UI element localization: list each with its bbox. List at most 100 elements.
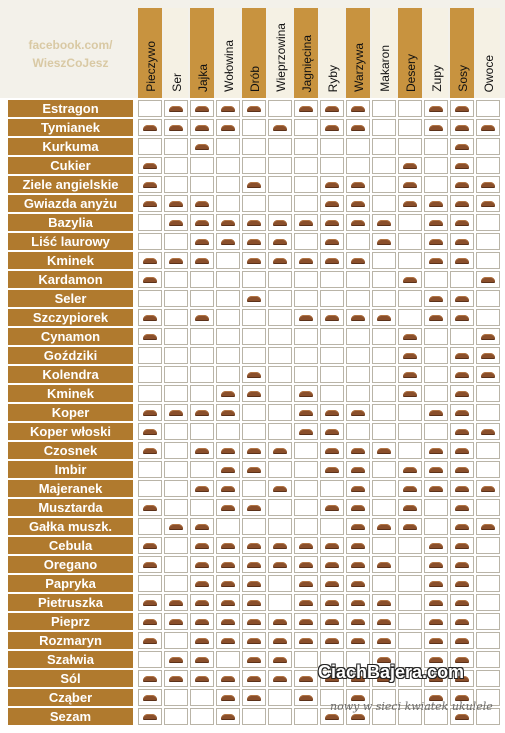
pairing-cell	[216, 157, 240, 174]
pairing-cell	[138, 385, 162, 402]
pairing-cell	[424, 195, 448, 212]
pairing-cell	[190, 385, 214, 402]
pairing-cell	[476, 651, 500, 668]
pairing-cell	[190, 309, 214, 326]
pairing-cell	[346, 461, 370, 478]
spice-pile-icon	[455, 238, 469, 245]
pairing-cell	[346, 271, 370, 288]
pairing-cell	[242, 575, 266, 592]
pairing-cell	[164, 499, 188, 516]
pairing-cell	[346, 233, 370, 250]
pairing-cell	[372, 499, 396, 516]
column-header: Jagnięcina	[297, 8, 316, 92]
spice-pile-icon	[455, 637, 469, 644]
spice-pile-icon	[195, 618, 209, 625]
pairing-cell	[450, 233, 474, 250]
spice-pile-icon	[455, 295, 469, 302]
pairing-cell	[476, 556, 500, 573]
spice-pile-icon	[221, 542, 235, 549]
spice-pile-icon	[221, 390, 235, 397]
spice-pile-icon	[351, 523, 365, 530]
spice-pile-icon	[377, 447, 391, 454]
spice-pile-icon	[403, 200, 417, 207]
pairing-cell	[294, 651, 318, 668]
pairing-cell	[424, 613, 448, 630]
pairing-cell	[346, 670, 370, 687]
column-header-bg	[164, 8, 188, 98]
spice-pile-icon	[273, 485, 287, 492]
spice-pile-icon	[455, 352, 469, 359]
pairing-cell	[346, 518, 370, 535]
spice-pile-icon	[247, 599, 261, 606]
pairing-cell	[398, 499, 422, 516]
spice-pile-icon	[325, 428, 339, 435]
pairing-cell	[398, 651, 422, 668]
pairing-cell	[294, 176, 318, 193]
spice-pile-icon	[455, 466, 469, 473]
spice-pile-icon	[247, 580, 261, 587]
spice-pile-icon	[403, 485, 417, 492]
spice-pile-icon	[143, 333, 157, 340]
pairing-cell	[346, 214, 370, 231]
pairing-cell	[476, 575, 500, 592]
pairing-cell	[294, 632, 318, 649]
pairing-cell	[164, 195, 188, 212]
spice-pile-icon	[273, 561, 287, 568]
pairing-cell	[216, 385, 240, 402]
pairing-cell	[294, 499, 318, 516]
pairing-cell	[320, 347, 344, 364]
pairing-cell	[450, 195, 474, 212]
pairing-cell	[398, 689, 422, 706]
pairing-cell	[216, 461, 240, 478]
spice-pile-icon	[429, 675, 443, 682]
pairing-cell	[294, 214, 318, 231]
pairing-cell	[476, 214, 500, 231]
pairing-cell	[190, 499, 214, 516]
spice-pile-icon	[299, 219, 313, 226]
row-label: Tymianek	[8, 119, 133, 136]
pairing-cell	[164, 233, 188, 250]
brand-line-1: facebook.com/	[28, 38, 113, 52]
column-header-bg	[476, 8, 500, 98]
spice-pile-icon	[247, 504, 261, 511]
pairing-cell	[294, 461, 318, 478]
column-header-bg	[294, 8, 318, 98]
pairing-cell	[268, 461, 292, 478]
pairing-cell	[268, 708, 292, 725]
pairing-cell	[164, 100, 188, 117]
pairing-cell	[398, 480, 422, 497]
row-label: Musztarda	[8, 499, 133, 516]
spice-pile-icon	[247, 561, 261, 568]
spice-pile-icon	[195, 219, 209, 226]
pairing-cell	[216, 252, 240, 269]
column-header: Desery	[401, 8, 420, 92]
watermark-site: CiachBajera.com	[318, 662, 465, 682]
spice-pile-icon	[403, 523, 417, 530]
pairing-cell	[268, 632, 292, 649]
pairing-cell	[346, 366, 370, 383]
pairing-cell	[424, 252, 448, 269]
pairing-cell	[268, 613, 292, 630]
spice-pile-icon	[429, 637, 443, 644]
spice-pile-icon	[169, 124, 183, 131]
spice-pile-icon	[169, 675, 183, 682]
spice-pile-icon	[221, 238, 235, 245]
pairing-cell	[424, 271, 448, 288]
pairing-cell	[190, 480, 214, 497]
pairing-cell	[346, 708, 370, 725]
pairing-cell	[372, 442, 396, 459]
pairing-cell	[242, 366, 266, 383]
row-label: Majeranek	[8, 480, 133, 497]
pairing-cell	[294, 442, 318, 459]
row-label: Seler	[8, 290, 133, 307]
pairing-cell	[216, 176, 240, 193]
spice-pile-icon	[273, 656, 287, 663]
row-label: Bazylia	[8, 214, 133, 231]
row-label: Szałwia	[8, 651, 133, 668]
pairing-cell	[450, 385, 474, 402]
pairing-cell	[320, 499, 344, 516]
pairing-cell	[476, 100, 500, 117]
pairing-cell	[476, 157, 500, 174]
spice-pile-icon	[455, 675, 469, 682]
pairing-cell	[268, 214, 292, 231]
